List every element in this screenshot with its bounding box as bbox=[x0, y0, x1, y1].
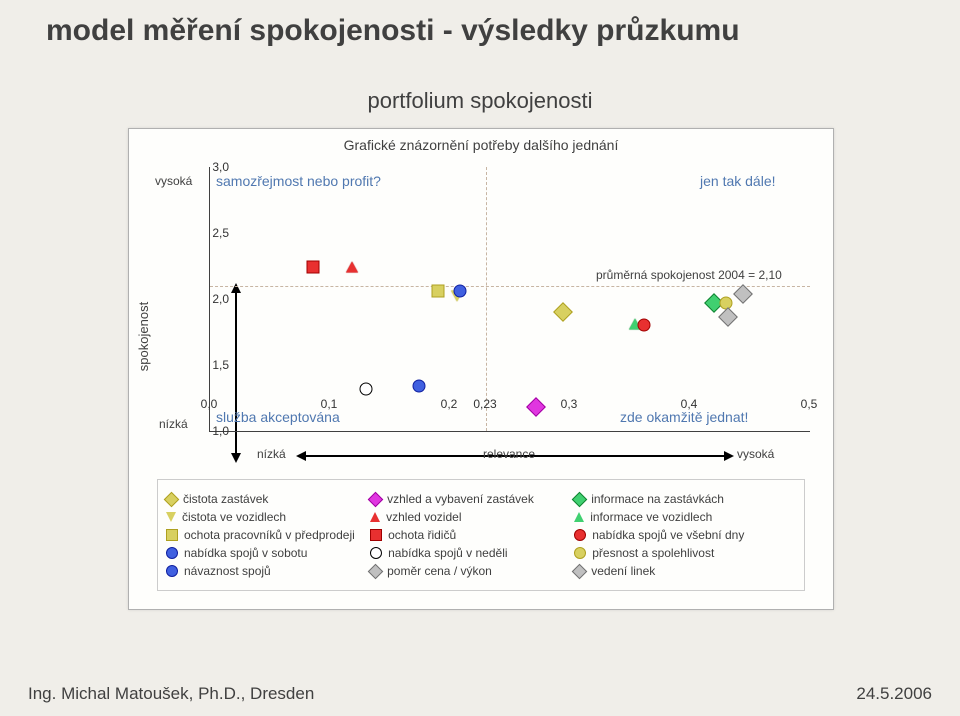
data-point bbox=[526, 397, 546, 417]
x-low-label: nízká bbox=[257, 447, 286, 461]
y-high-label: vysoká bbox=[155, 174, 192, 188]
ytick: 2,0 bbox=[212, 292, 229, 306]
slide: model měření spokojenosti - výsledky prů… bbox=[0, 0, 960, 716]
legend-item: vedení linek bbox=[574, 562, 778, 580]
axis-arrow-down-icon bbox=[231, 453, 241, 463]
quadrant-label: služba akceptována bbox=[216, 409, 340, 425]
legend-marker-icon bbox=[574, 529, 586, 541]
data-point bbox=[432, 285, 445, 298]
legend-label: informace ve vozidlech bbox=[590, 510, 712, 524]
legend-item: nabídka spojů ve všební dny bbox=[574, 526, 778, 544]
legend-item: čistota ve vozidlech bbox=[166, 508, 370, 526]
axis-arrow-right-icon bbox=[724, 451, 734, 461]
legend-marker-icon bbox=[166, 529, 178, 541]
legend-item: informace ve vozidlech bbox=[574, 508, 778, 526]
ytick: 3,0 bbox=[212, 160, 229, 174]
footer-left: Ing. Michal Matoušek, Ph.D., Dresden bbox=[28, 684, 314, 704]
legend-column: informace na zastávkách informace ve vozi… bbox=[574, 490, 778, 580]
data-point bbox=[307, 261, 320, 274]
legend-item: ochota řidičů bbox=[370, 526, 574, 544]
xtick: 0,3 bbox=[561, 397, 578, 411]
legend-item: informace na zastávkách bbox=[574, 490, 778, 508]
xtick: 0,1 bbox=[321, 397, 338, 411]
legend-marker-icon bbox=[368, 563, 384, 579]
footer-right: 24.5.2006 bbox=[856, 684, 932, 704]
page-title: model měření spokojenosti - výsledky prů… bbox=[46, 14, 740, 48]
ref-annotation: průměrná spokojenost 2004 = 2,10 bbox=[596, 268, 782, 282]
legend-marker-icon bbox=[164, 491, 180, 507]
ytick: 1,0 bbox=[212, 424, 229, 438]
legend-marker-icon bbox=[370, 547, 382, 559]
data-point bbox=[638, 319, 651, 332]
legend-label: nabídka spojů v neděli bbox=[388, 546, 507, 560]
legend-label: vzhled vozidel bbox=[386, 510, 461, 524]
legend-label: poměr cena / výkon bbox=[387, 564, 492, 578]
legend-item: ochota pracovníků v předprodeji bbox=[166, 526, 370, 544]
legend-marker-icon bbox=[370, 512, 380, 522]
data-point bbox=[453, 285, 466, 298]
quadrant-label: jen tak dále! bbox=[700, 173, 776, 189]
legend-label: vedení linek bbox=[591, 564, 655, 578]
legend-label: informace na zastávkách bbox=[591, 492, 724, 506]
xtick: 0,4 bbox=[681, 397, 698, 411]
legend-label: čistota ve vozidlech bbox=[182, 510, 286, 524]
legend-marker-icon bbox=[166, 565, 178, 577]
legend-marker-icon bbox=[574, 512, 584, 522]
xtick: 0,2 bbox=[441, 397, 458, 411]
xtick: 0,0 bbox=[201, 397, 218, 411]
data-point bbox=[718, 308, 738, 328]
chart-box: Grafické znázornění potřeby dalšího jedn… bbox=[128, 128, 834, 610]
ref-hline bbox=[210, 286, 810, 287]
legend-marker-icon bbox=[370, 529, 382, 541]
legend-label: čistota zastávek bbox=[183, 492, 268, 506]
chart-title: Grafické znázornění potřeby dalšího jedn… bbox=[129, 137, 833, 153]
legend-label: ochota pracovníků v předprodeji bbox=[184, 528, 355, 542]
data-point bbox=[346, 262, 358, 273]
axis-arrow-left-icon bbox=[296, 451, 306, 461]
legend-label: vzhled a vybavení zastávek bbox=[387, 492, 534, 506]
legend-item: čistota zastávek bbox=[166, 490, 370, 508]
legend-label: nabídka spojů ve všební dny bbox=[592, 528, 744, 542]
data-point bbox=[412, 380, 425, 393]
xtick-ref: 0,23 bbox=[473, 397, 496, 411]
legend-item: poměr cena / výkon bbox=[370, 562, 574, 580]
legend-marker-icon bbox=[166, 512, 176, 522]
legend-item: návaznost spojů bbox=[166, 562, 370, 580]
ytick: 2,5 bbox=[212, 226, 229, 240]
y-axis-label: spokojenost bbox=[136, 302, 151, 371]
legend-label: návaznost spojů bbox=[184, 564, 271, 578]
legend-item: vzhled vozidel bbox=[370, 508, 574, 526]
legend-marker-icon bbox=[574, 547, 586, 559]
legend-item: nabídka spojů v sobotu bbox=[166, 544, 370, 562]
legend-marker-icon bbox=[572, 563, 588, 579]
x-axis-label: relevance bbox=[483, 447, 535, 461]
legend-item: přesnost a spolehlivost bbox=[574, 544, 778, 562]
legend-marker-icon bbox=[166, 547, 178, 559]
quadrant-label: zde okamžitě jednat! bbox=[620, 409, 748, 425]
legend-marker-icon bbox=[368, 491, 384, 507]
xtick: 0,5 bbox=[801, 397, 818, 411]
legend-item: nabídka spojů v neděli bbox=[370, 544, 574, 562]
legend-column: vzhled a vybavení zastávek vzhled vozidel… bbox=[370, 490, 574, 580]
data-point bbox=[360, 382, 373, 395]
y-low-label: nízká bbox=[159, 417, 188, 431]
legend-column: čistota zastávek čistota ve vozidlech ocho… bbox=[166, 490, 370, 580]
scatter-plot: samozřejmost nebo profit? jen tak dále! sl… bbox=[209, 167, 810, 432]
legend-label: ochota řidičů bbox=[388, 528, 456, 542]
legend-item: vzhled a vybavení zastávek bbox=[370, 490, 574, 508]
ref-vline bbox=[486, 167, 487, 431]
subtitle: portfolium spokojenosti bbox=[0, 88, 960, 114]
quadrant-label: samozřejmost nebo profit? bbox=[216, 173, 386, 189]
legend-marker-icon bbox=[572, 491, 588, 507]
x-high-label: vysoká bbox=[737, 447, 774, 461]
legend: čistota zastávek čistota ve vozidlech ocho… bbox=[157, 479, 805, 591]
legend-label: nabídka spojů v sobotu bbox=[184, 546, 307, 560]
ytick: 1,5 bbox=[212, 358, 229, 372]
data-point bbox=[553, 302, 573, 322]
legend-label: přesnost a spolehlivost bbox=[592, 546, 714, 560]
